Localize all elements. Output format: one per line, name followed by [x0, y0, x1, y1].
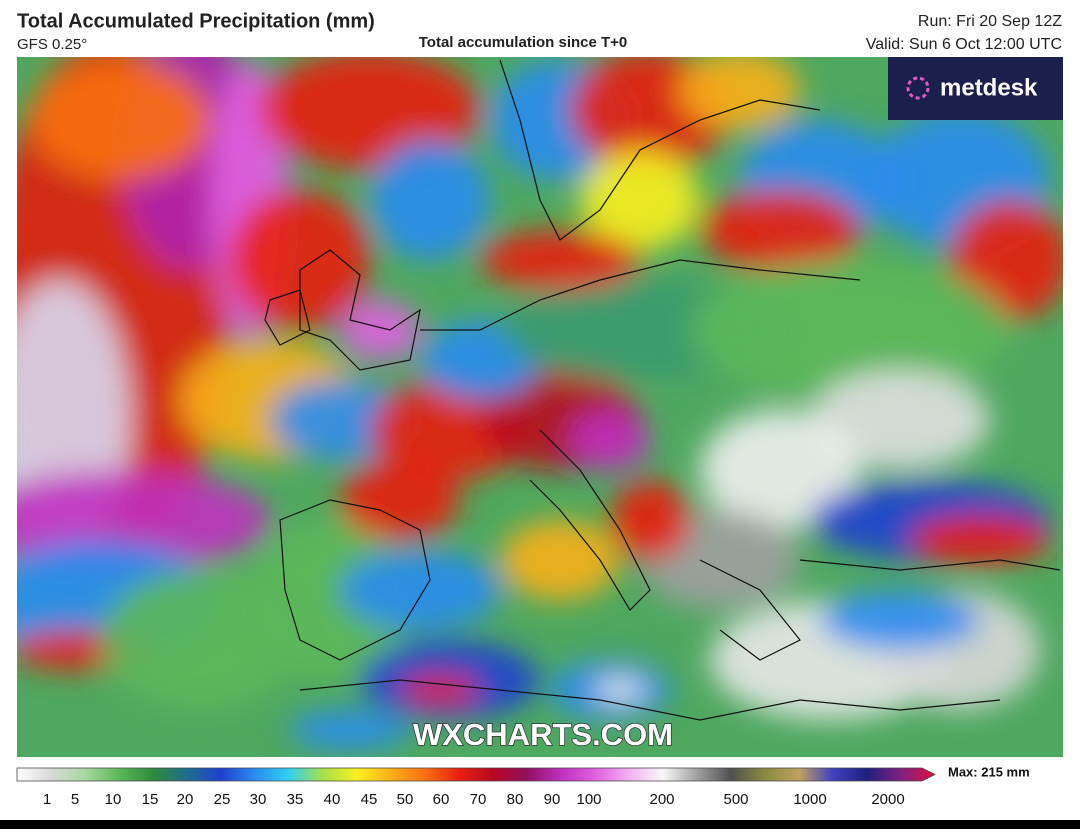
colorbar-tick-label: 90 — [544, 791, 561, 808]
model: GFS 0.25° — [17, 36, 87, 53]
precip-patch — [610, 480, 690, 560]
precip-patch — [290, 710, 410, 750]
precip-field — [17, 57, 1063, 750]
colorbar-tick-label: 35 — [287, 791, 304, 808]
precip-patch — [100, 570, 300, 710]
precip-patch — [230, 190, 370, 330]
colorbar-tick-label: 200 — [649, 791, 674, 808]
run: Run: Fri 20 Sep 12Z — [918, 13, 1062, 30]
colorbar-tick-label: 40 — [324, 791, 341, 808]
precip-patch — [400, 675, 480, 705]
colorbar-tick-label: 70 — [470, 791, 487, 808]
precip-patch — [370, 140, 490, 260]
precip-patch — [810, 370, 990, 470]
title: Total Accumulated Precipitation (mm) — [17, 10, 375, 32]
colorbar-tick-label: 15 — [142, 791, 159, 808]
colorbar-tick-label: 20 — [177, 791, 194, 808]
precip-patch — [910, 515, 1050, 565]
colorbar-tick-label: 25 — [214, 791, 231, 808]
colorbar-tick-label: 50 — [397, 791, 414, 808]
subtitle: Total accumulation since T+0 — [419, 34, 628, 51]
precip-patch — [690, 260, 1010, 400]
colorbar-tick-label: 45 — [361, 791, 378, 808]
precip-patch — [700, 190, 860, 270]
colorbar-tick-label: 1000 — [793, 791, 826, 808]
valid: Valid: Sun 6 Oct 12:00 UTC — [866, 36, 1062, 53]
watermark: WXCHARTS.COM — [413, 717, 673, 752]
precip-map — [17, 57, 1063, 757]
colorbar-tick-label: 10 — [105, 791, 122, 808]
colorbar-tick-label: 80 — [507, 791, 524, 808]
precip-patch — [480, 230, 640, 290]
precip-patch — [595, 678, 645, 702]
bottom-bar — [0, 820, 1080, 829]
colorbar-ticks: 1 5 10 15 20 25 30 35 40 45 50 60 70 80 90 100 200 500 100… — [43, 791, 905, 808]
max-label: Max: 215 mm — [948, 764, 1030, 779]
colorbar-tick-label: 60 — [433, 791, 450, 808]
precip-patch — [680, 57, 800, 130]
colorbar-tick-label: 1 — [43, 791, 51, 808]
colorbar — [16, 767, 936, 782]
precip-patch — [580, 150, 700, 250]
colorbar-tick-label: 5 — [71, 791, 79, 808]
colorbar-tick-label: 500 — [723, 791, 748, 808]
precip-patch — [340, 460, 460, 540]
precip-patch — [570, 410, 650, 470]
precip-patch — [820, 590, 980, 650]
logo-icon — [906, 76, 930, 100]
precip-patch — [500, 520, 620, 600]
precip-patch — [700, 410, 860, 530]
logo-box — [888, 57, 1063, 120]
precip-patch — [30, 60, 210, 180]
colorbar-tick-label: 100 — [576, 791, 601, 808]
colorbar-tick-label: 30 — [250, 791, 267, 808]
colorbar-tick-label: 2000 — [871, 791, 904, 808]
precip-patch — [340, 550, 500, 630]
coastlines — [264, 59, 1061, 721]
logo: metdesk — [940, 74, 1038, 101]
precip-patch — [340, 300, 420, 360]
